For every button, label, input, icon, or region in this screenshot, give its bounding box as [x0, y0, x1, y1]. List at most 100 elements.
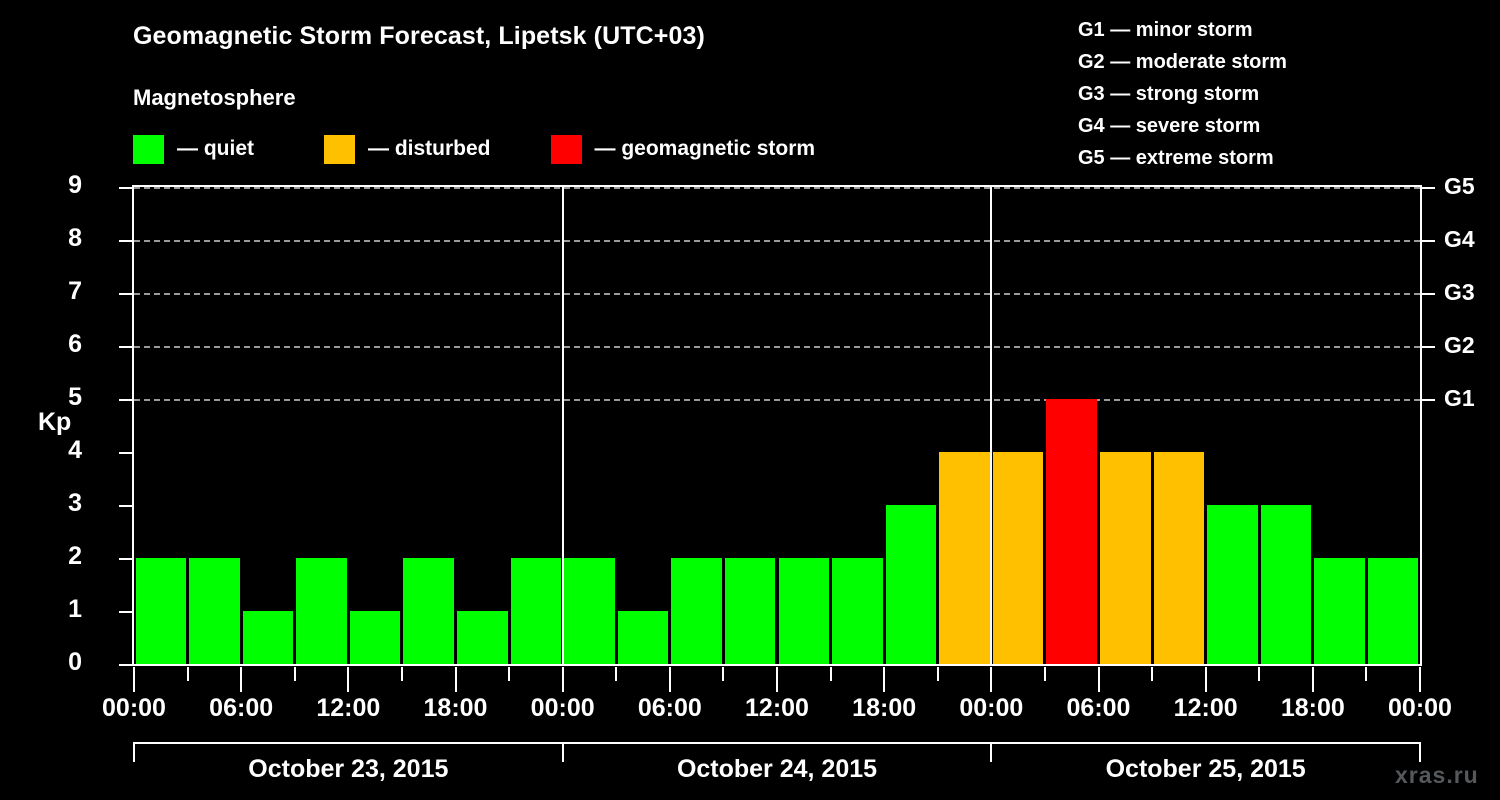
x-tick-label-8: 00:00 [959, 694, 1024, 722]
x-tick-label-6: 12:00 [745, 694, 809, 722]
gridline-kp-6 [134, 346, 1420, 348]
x-tick-label-1: 06:00 [209, 694, 274, 722]
g-legend-row-g4: G4 — severe storm [1078, 115, 1261, 137]
y-tick-mark-7 [119, 293, 132, 295]
bar-quiet [135, 558, 187, 664]
day-divider-1 [561, 187, 564, 664]
x-tick-1 [186, 667, 189, 681]
gridline-kp-9 [134, 187, 1420, 189]
legend-item-disturbed: — disturbed [324, 134, 491, 164]
x-tick-10 [668, 667, 671, 692]
y-tick-mark-8 [119, 240, 132, 242]
y-tick-mark-4 [119, 452, 132, 454]
x-tick-22 [1311, 667, 1314, 692]
bar-storm [1046, 399, 1097, 664]
y-tick-mark-3 [119, 505, 132, 507]
date-bracket-tick-1 [561, 742, 564, 762]
g-legend-row-g5: G5 — extreme storm [1078, 147, 1274, 169]
x-tick-label-2: 12:00 [316, 694, 381, 722]
bar-quiet [564, 558, 615, 664]
x-tick-label-12: 00:00 [1388, 694, 1452, 722]
g-tick-mark-g3 [1422, 293, 1435, 295]
y-tick-mark-1 [119, 611, 132, 613]
y-tick-label-0: 0 [68, 648, 82, 676]
y-tick-label-2: 2 [68, 542, 82, 570]
x-tick-15 [936, 667, 939, 681]
y-tick-label-1: 1 [68, 595, 82, 623]
date-bracket-tick-2 [990, 742, 993, 762]
x-tick-label-7: 18:00 [852, 694, 917, 722]
bar-quiet [885, 505, 937, 664]
legend-label-geomagnetic-storm: — geomagnetic storm [594, 137, 816, 160]
plot-inner [134, 187, 1420, 664]
x-tick-24 [1419, 667, 1421, 692]
legend-label-disturbed: — disturbed [368, 137, 491, 160]
g-legend-row-g1: G1 — minor storm [1078, 19, 1253, 41]
bar-quiet [724, 558, 776, 664]
y-tick-mark-2 [119, 558, 132, 560]
y-tick-label-5: 5 [68, 383, 82, 411]
x-tick-label-0: 00:00 [102, 694, 166, 722]
gridline-kp-5 [134, 399, 1420, 401]
g-legend-row-g2: G2 — moderate storm [1078, 51, 1287, 73]
legend-item-geomagnetic-storm: — geomagnetic storm [550, 134, 816, 164]
legend-item-quiet: — quiet [133, 134, 254, 164]
legend-swatch-geomagnetic-storm [550, 134, 582, 164]
x-tick-label-9: 06:00 [1066, 694, 1131, 722]
x-tick-label-11: 18:00 [1280, 694, 1345, 722]
g-axis-label-g5: G5 [1444, 173, 1475, 199]
g-tick-mark-g4 [1422, 240, 1435, 242]
x-tick-4 [347, 667, 350, 692]
x-tick-label-4: 00:00 [530, 694, 595, 722]
bar-quiet [510, 558, 562, 664]
y-tick-label-9: 9 [68, 171, 82, 199]
bar-disturbed [939, 452, 990, 664]
g-axis-label-g3: G3 [1444, 279, 1475, 305]
y-tick-mark-9 [119, 187, 132, 189]
g-axis-label-g2: G2 [1444, 332, 1475, 358]
bar-quiet [296, 558, 347, 664]
date-bracket-line [134, 742, 1420, 744]
y-tick-mark-0 [119, 664, 132, 666]
legend-swatch-quiet [133, 134, 164, 164]
y-tick-label-7: 7 [68, 277, 82, 305]
g-scale-legend: G1 — minor storm G2 — moderate storm G3 — … [1078, 14, 1287, 174]
x-tick-19 [1151, 667, 1154, 681]
bar-quiet [617, 611, 669, 664]
x-tick-9 [615, 667, 618, 681]
bar-quiet [1314, 558, 1365, 664]
x-tick-label-5: 06:00 [637, 694, 702, 722]
x-tick-2 [240, 667, 243, 692]
page-title: Geomagnetic Storm Forecast, Lipetsk (UTC… [133, 22, 705, 50]
gridline-kp-8 [134, 240, 1420, 242]
bar-quiet [671, 558, 722, 664]
y-tick-mark-5 [119, 399, 132, 401]
color-legend: — quiet — disturbed — geomagnetic storm [133, 134, 815, 164]
g-axis-label-g4: G4 [1444, 226, 1475, 252]
x-tick-0 [133, 667, 135, 692]
x-tick-11 [722, 667, 725, 681]
bar-quiet [832, 558, 883, 664]
day-divider-2 [990, 187, 993, 664]
date-bracket-tick-0 [133, 742, 135, 762]
y-tick-label-3: 3 [68, 489, 82, 517]
bar-quiet [403, 558, 454, 664]
x-tick-17 [1043, 667, 1046, 681]
x-tick-label-3: 18:00 [423, 694, 488, 722]
y-tick-label-6: 6 [68, 330, 82, 358]
bar-quiet [778, 558, 830, 664]
bar-quiet [1260, 505, 1312, 664]
g-tick-mark-g2 [1422, 346, 1435, 348]
bar-quiet [242, 611, 294, 664]
bar-quiet [457, 611, 508, 664]
x-tick-13 [829, 667, 832, 681]
x-tick-7 [508, 667, 511, 681]
section-label-magnetosphere: Magnetosphere [133, 85, 296, 110]
g-tick-mark-g1 [1422, 399, 1435, 401]
legend-label-quiet: — quiet [177, 137, 254, 160]
legend-swatch-disturbed [324, 134, 355, 164]
date-label-1: October 23, 2015 [248, 755, 449, 783]
plot-area [132, 185, 1422, 666]
g-tick-mark-g5 [1422, 187, 1435, 189]
